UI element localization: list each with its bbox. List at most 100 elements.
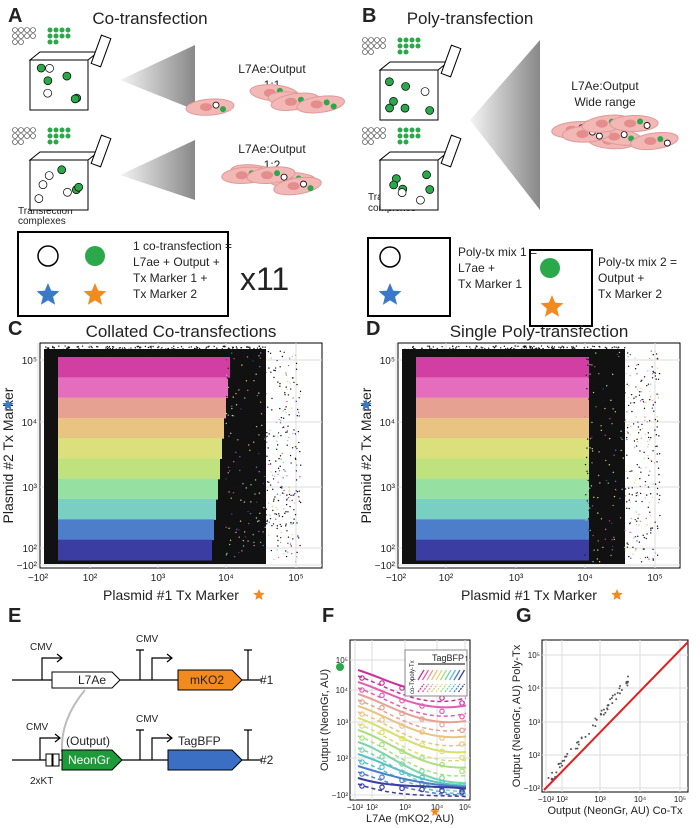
scatter-dot bbox=[295, 368, 298, 370]
scatter-dot bbox=[262, 349, 264, 351]
scatter-dot bbox=[234, 364, 236, 366]
y-tick-label: −10² bbox=[17, 561, 38, 572]
scatter-dot bbox=[621, 349, 623, 352]
scatter-dot bbox=[292, 538, 294, 540]
scatter-dot bbox=[295, 362, 298, 365]
scatter-dot bbox=[503, 345, 506, 348]
scatter-dot bbox=[268, 481, 270, 484]
scatter-dot bbox=[287, 497, 290, 499]
dna bbox=[415, 37, 421, 43]
legend-text: TagBFP↑ bbox=[432, 653, 469, 663]
scatter-dot bbox=[226, 512, 228, 514]
fit-point bbox=[379, 784, 385, 790]
scatter-dot bbox=[136, 345, 138, 348]
scatter-dot bbox=[639, 400, 642, 402]
scatter-dot bbox=[262, 544, 264, 547]
scatter-dot bbox=[78, 350, 81, 352]
scatter-dot bbox=[569, 748, 572, 751]
scatter-dot bbox=[405, 349, 407, 352]
scatter-dot bbox=[589, 437, 592, 440]
scatter-dot bbox=[228, 491, 230, 493]
scatter-dot bbox=[163, 350, 166, 352]
scatter-dot bbox=[623, 400, 626, 402]
scatter-dot bbox=[54, 350, 56, 352]
scatter-dot bbox=[262, 482, 264, 485]
scatter-dot bbox=[606, 379, 609, 382]
scatter-dot bbox=[270, 371, 272, 373]
scatter-dot bbox=[240, 408, 242, 410]
scatter-dot bbox=[614, 411, 617, 413]
fit-point bbox=[399, 785, 405, 792]
scatter-dot bbox=[647, 443, 650, 446]
scatter-dot bbox=[283, 492, 285, 495]
scatter-dot bbox=[588, 502, 590, 505]
legend-text: Tx Marker 2 bbox=[598, 287, 662, 301]
scatter-dot bbox=[249, 449, 251, 451]
scatter-dot bbox=[626, 675, 629, 678]
scatter-dot bbox=[465, 345, 468, 348]
fit-point bbox=[379, 704, 385, 711]
scatter-dot bbox=[228, 523, 230, 525]
scatter-dot bbox=[613, 538, 616, 541]
scatter-dot bbox=[619, 349, 621, 351]
scatter-dot bbox=[265, 393, 268, 395]
scatter-dot bbox=[421, 347, 423, 349]
scatter-dot bbox=[276, 359, 278, 362]
scatter-dot bbox=[478, 348, 480, 350]
legend-swatch bbox=[439, 683, 448, 693]
scatter-dot bbox=[235, 528, 238, 531]
scatter-dot bbox=[606, 708, 609, 711]
scatter-dot bbox=[258, 417, 261, 419]
scatter-dot bbox=[652, 483, 654, 485]
scatter-dot bbox=[647, 446, 649, 448]
well-box bbox=[379, 159, 439, 211]
scatter-dot bbox=[608, 520, 611, 522]
scatter-dot bbox=[232, 527, 235, 529]
scatter-dot bbox=[277, 381, 279, 383]
scatter-dot bbox=[275, 518, 277, 520]
scatter-dot bbox=[592, 401, 594, 404]
fit-point bbox=[379, 774, 385, 780]
scatter-dot bbox=[603, 462, 605, 465]
scatter-dot bbox=[599, 521, 602, 524]
scatter-dot bbox=[623, 374, 625, 376]
scatter-dot bbox=[637, 432, 640, 434]
scatter-dot bbox=[414, 349, 416, 351]
scatter-dot bbox=[238, 349, 241, 351]
scatter-dot bbox=[637, 494, 639, 497]
scatter-dot bbox=[297, 536, 299, 538]
legend-swatch bbox=[457, 669, 466, 681]
gene-label: mKO2 bbox=[190, 673, 224, 687]
scatter-dot bbox=[289, 505, 291, 508]
scatter-dot bbox=[633, 537, 635, 539]
scatter-dot bbox=[275, 513, 278, 516]
dna bbox=[409, 43, 415, 49]
fit-line bbox=[357, 717, 467, 754]
scatter-dot bbox=[237, 350, 239, 352]
scatter-dot bbox=[494, 348, 496, 351]
scatter-dot bbox=[635, 364, 638, 366]
scatter-dot bbox=[650, 350, 652, 352]
scatter-dot bbox=[621, 521, 623, 523]
scatter-dot bbox=[592, 560, 594, 563]
scatter-dot bbox=[299, 476, 301, 478]
scatter-dot bbox=[228, 378, 230, 381]
scatter-dot bbox=[615, 346, 617, 348]
scatter-dot bbox=[642, 548, 645, 550]
scatter-dot bbox=[611, 422, 613, 425]
complex bbox=[34, 194, 44, 203]
scatter-dot bbox=[198, 347, 201, 350]
legend-swatch bbox=[421, 669, 430, 681]
scatter-dot bbox=[296, 522, 298, 524]
plasmid-dot bbox=[643, 122, 651, 129]
scatter-dot bbox=[602, 713, 605, 716]
scatter-dot bbox=[588, 498, 591, 501]
fit-point bbox=[399, 769, 405, 776]
scatter-dot bbox=[470, 348, 472, 350]
dna bbox=[362, 49, 368, 55]
scatter-dot bbox=[504, 350, 506, 353]
scatter-dot bbox=[630, 517, 633, 520]
ratio-label: L7Ae:Output bbox=[571, 79, 639, 93]
well-box-side bbox=[378, 61, 450, 71]
scatter-dot bbox=[277, 545, 279, 547]
